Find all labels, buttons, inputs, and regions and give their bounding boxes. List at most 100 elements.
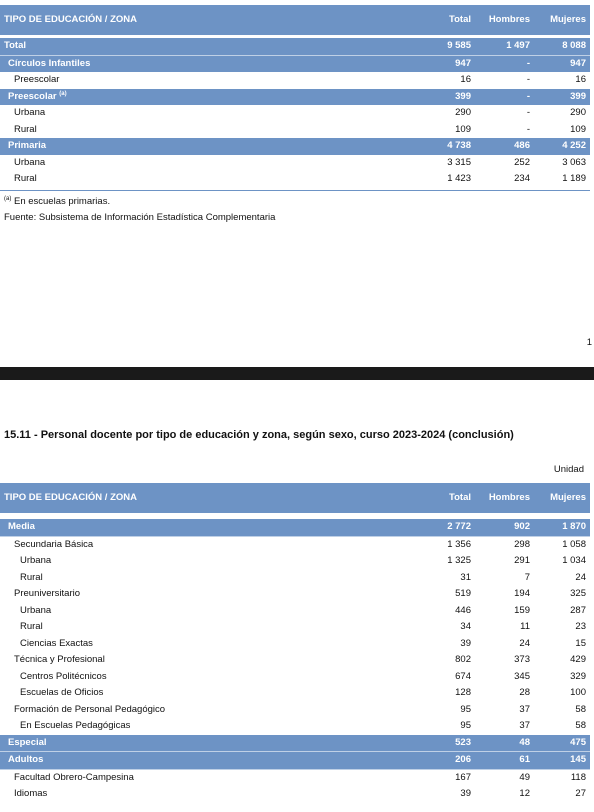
row-hombres: 298 bbox=[514, 538, 530, 550]
row-hombres: 28 bbox=[519, 687, 530, 698]
row-label: Urbana bbox=[14, 107, 46, 118]
row-hombres: 12 bbox=[519, 788, 530, 799]
row-hombres: 252 bbox=[514, 156, 530, 168]
row-total: 34 bbox=[460, 621, 471, 632]
row-total: 9 585 bbox=[447, 40, 471, 51]
row-mujeres: 58 bbox=[575, 720, 586, 731]
table-row: Centros Politécnicos 674 345 329 bbox=[0, 669, 590, 686]
row-hombres: 345 bbox=[514, 670, 530, 682]
row-label: Técnica y Profesional bbox=[14, 654, 105, 665]
row-label: Total bbox=[4, 40, 26, 51]
row-label: Ciencias Exactas bbox=[20, 637, 93, 649]
row-mujeres: 329 bbox=[570, 670, 586, 682]
row-total: 947 bbox=[455, 57, 471, 69]
row-mujeres: 3 063 bbox=[562, 156, 586, 168]
row-total: 39 bbox=[460, 788, 471, 799]
table-row: Media 2 772 902 1 870 bbox=[0, 519, 590, 537]
row-hombres: - bbox=[526, 90, 530, 102]
header-mujeres: Mujeres bbox=[550, 492, 586, 503]
header-total: Total bbox=[449, 492, 471, 503]
row-label: Media bbox=[8, 521, 35, 532]
row-hombres: 61 bbox=[519, 754, 530, 765]
row-label: Idiomas bbox=[14, 788, 48, 799]
page-break-bar bbox=[0, 367, 594, 380]
row-label: Preescolar (a) bbox=[8, 89, 67, 106]
row-mujeres: 325 bbox=[570, 588, 586, 599]
row-label: Formación de Personal Pedagógico bbox=[14, 703, 166, 715]
header-hombres: Hombres bbox=[488, 492, 530, 503]
row-hombres: 194 bbox=[514, 588, 530, 599]
table-row: Preescolar 16 - 16 bbox=[0, 72, 590, 89]
row-hombres: - bbox=[526, 74, 530, 85]
row-mujeres: 1 058 bbox=[562, 538, 586, 550]
row-hombres: 37 bbox=[519, 720, 530, 731]
row-hombres: 159 bbox=[514, 604, 530, 616]
row-mujeres: 1 870 bbox=[562, 521, 586, 532]
row-label: Facultad Obrero-Campesina bbox=[14, 771, 134, 783]
row-hombres: 24 bbox=[519, 637, 530, 649]
table-title: 15.11 - Personal docente por tipo de edu… bbox=[4, 429, 514, 441]
row-total: 3 315 bbox=[447, 156, 471, 168]
table-row: Urbana 446 159 287 bbox=[0, 603, 590, 620]
table-1-bottom-rule bbox=[0, 188, 590, 191]
table-1-header: TIPO DE EDUCACIÓN / ZONA Total Hombres M… bbox=[0, 5, 590, 35]
row-hombres: 234 bbox=[514, 173, 530, 184]
row-total: 399 bbox=[455, 90, 471, 102]
row-total: 167 bbox=[455, 771, 471, 783]
row-total: 674 bbox=[455, 670, 471, 682]
row-label: Preescolar bbox=[14, 74, 60, 85]
table-row: Primaria 4 738 486 4 252 bbox=[0, 138, 590, 155]
footnote-marker: (a) bbox=[59, 90, 67, 97]
header-mujeres: Mujeres bbox=[550, 14, 586, 25]
row-label-text: Preescolar bbox=[8, 90, 57, 102]
table-row: Rural 1 423 234 1 189 bbox=[0, 171, 590, 188]
row-mujeres: 399 bbox=[570, 90, 586, 102]
row-mujeres: 1 034 bbox=[562, 555, 586, 566]
row-label: Adultos bbox=[8, 754, 44, 765]
row-mujeres: 947 bbox=[570, 57, 586, 69]
table-1: TIPO DE EDUCACIÓN / ZONA Total Hombres M… bbox=[0, 5, 590, 191]
row-mujeres: 429 bbox=[570, 654, 586, 665]
row-label: Urbana bbox=[14, 156, 46, 168]
row-label: Especial bbox=[8, 736, 47, 748]
table-row: Idiomas 39 12 27 bbox=[0, 786, 590, 803]
row-mujeres: 118 bbox=[570, 771, 586, 783]
row-total: 290 bbox=[455, 107, 471, 118]
table-2-body: Media 2 772 902 1 870 Secundaria Básica 1 356… bbox=[0, 519, 590, 803]
row-label: Círculos Infantiles bbox=[8, 57, 91, 69]
table-row: Urbana 1 325 291 1 034 bbox=[0, 553, 590, 570]
table-row: Escuelas de Oficios 128 28 100 bbox=[0, 685, 590, 702]
page-number: 1 bbox=[586, 337, 592, 348]
row-label: Escuelas de Oficios bbox=[20, 687, 104, 698]
table-row: Total 9 585 1 497 8 088 bbox=[0, 38, 590, 56]
row-label: Rural bbox=[20, 621, 43, 632]
row-hombres: 37 bbox=[519, 703, 530, 715]
table-row: Formación de Personal Pedagógico 95 37 58 bbox=[0, 702, 590, 719]
table-row: Adultos 206 61 145 bbox=[0, 752, 590, 770]
row-label: Centros Politécnicos bbox=[20, 670, 107, 682]
header-label: TIPO DE EDUCACIÓN / ZONA bbox=[4, 492, 138, 503]
row-hombres: 7 bbox=[524, 571, 530, 583]
row-total: 802 bbox=[455, 654, 471, 665]
row-label: En Escuelas Pedagógicas bbox=[20, 720, 131, 731]
row-mujeres: 24 bbox=[575, 571, 586, 583]
row-label: Rural bbox=[20, 571, 43, 583]
row-label: Rural bbox=[14, 173, 37, 184]
header-hombres: Hombres bbox=[488, 14, 530, 25]
row-mujeres: 145 bbox=[570, 754, 586, 765]
row-total: 95 bbox=[460, 703, 471, 715]
table-2: TIPO DE EDUCACIÓN / ZONA Total Hombres M… bbox=[0, 483, 590, 803]
header-label: TIPO DE EDUCACIÓN / ZONA bbox=[4, 14, 138, 25]
table-row: Rural 109 - 109 bbox=[0, 122, 590, 139]
row-hombres: 49 bbox=[519, 771, 530, 783]
table-row: Secundaria Básica 1 356 298 1 058 bbox=[0, 537, 590, 554]
row-hombres: 11 bbox=[520, 621, 530, 632]
row-hombres: 1 497 bbox=[506, 40, 530, 51]
row-mujeres: 287 bbox=[570, 604, 586, 616]
row-mujeres: 23 bbox=[575, 621, 586, 632]
row-mujeres: 15 bbox=[575, 637, 586, 649]
table-row: Rural 31 7 24 bbox=[0, 570, 590, 587]
row-total: 31 bbox=[460, 571, 471, 583]
table-row: Preescolar (a) 399 - 399 bbox=[0, 88, 590, 106]
footnote-text: En escuelas primarias. bbox=[13, 196, 111, 208]
